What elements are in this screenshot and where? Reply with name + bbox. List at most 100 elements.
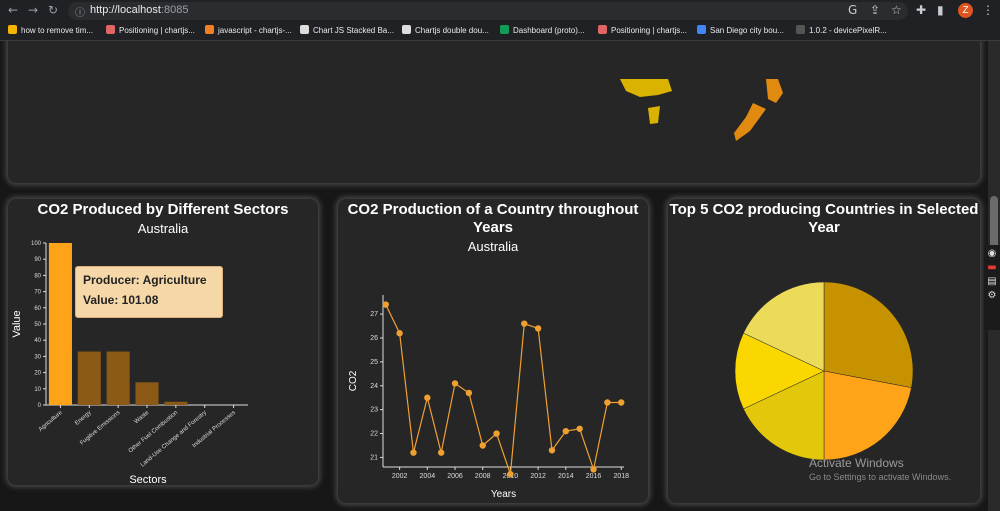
y-tick-label: 70 [34,290,41,296]
y-tick-label: 0 [38,403,42,409]
tooltip-value: Value: 101.08 [83,293,159,307]
bookmark-item[interactable]: Chart JS Stacked Ba... [300,25,394,35]
bookmark-item[interactable]: javascript - chartjs-... [205,25,292,35]
x-axis-title: Sectors [129,474,167,485]
browser-toolbar: ← → ↻ ⓘ http://localhost:8085 G ⇪ ☆ ✚ ▮ … [0,0,1000,22]
y-tick-label: 100 [31,241,42,247]
x-tick-label: Other Fuel Combustion [128,410,179,454]
map-region-australia [620,79,672,97]
y-tick-label: 24 [370,383,378,390]
x-tick-label: 2006 [447,473,463,480]
bookmark-label: Positioning | chartjs... [611,26,687,35]
data-point [507,470,514,478]
x-tick-label: Waste [134,410,151,426]
bookmark-favicon-icon [106,25,115,34]
bookmark-item[interactable]: 1.0.2 - devicePixelR... [796,25,887,35]
extensions-icon[interactable]: ✚ [916,3,927,17]
data-point [479,442,486,449]
y-tick-label: 21 [370,454,378,461]
bar [135,382,159,405]
data-point [548,447,556,454]
data-point [437,449,445,456]
info-icon[interactable]: ⓘ [75,8,85,19]
pie-slice [743,370,825,461]
reload-icon[interactable]: ↻ [48,3,59,17]
bookmark-item[interactable]: Positioning | chartjs... [106,25,195,35]
bookmark-label: javascript - chartjs-... [218,26,292,35]
camera-icon[interactable]: ◉ [987,248,997,259]
bookmarks-bar: how to remove tim... Positioning | chartj… [0,22,1000,41]
data-point [618,399,625,406]
data-point [424,394,431,401]
x-tick-label: 2008 [475,473,491,480]
x-tick-label: 2002 [392,473,408,480]
y-tick-label: 90 [34,257,41,263]
data-point [576,425,583,432]
data-point [396,330,403,337]
pie-slice [734,332,825,410]
map-svg [620,79,783,141]
bookmark-label: how to remove tim... [21,26,94,35]
data-point [562,427,570,435]
share-icon[interactable]: ⇪ [870,3,881,17]
bar [106,351,130,405]
bookmark-label: San Diego city bou... [710,26,784,35]
y-tick-label: 60 [34,306,41,312]
bookmark-star-icon[interactable]: ☆ [891,3,902,17]
google-icon[interactable]: G [848,3,858,17]
country-subtitle: Australia [467,239,519,254]
y-tick-label: 26 [370,335,378,342]
map-region-new-zealand-north [766,79,783,103]
data-point [451,380,459,387]
url-port: :8085 [160,4,189,16]
data-point [465,389,473,397]
bookmark-favicon-icon [500,25,509,34]
x-axis-title: Years [491,489,516,500]
data-point [590,466,597,473]
top5-title-line2: Year [808,219,840,236]
data-point [534,325,542,332]
bookmark-item[interactable]: San Diego city bou... [697,25,784,35]
data-point [604,399,611,406]
pie-slice [823,281,914,388]
gallery-icon[interactable]: ▤ [987,276,997,287]
top5-card: Top 5 CO2 producing Countries in Selecte… [668,199,980,503]
data-point [410,449,417,456]
series-line [385,304,622,475]
forward-arrow-icon[interactable]: → [28,3,39,17]
y-tick-label: 20 [34,371,41,377]
bookmark-item[interactable]: Dashboard (proto)... [500,25,585,35]
activate-windows-hint: Go to Settings to activate Windows. [809,472,952,482]
address-bar[interactable]: ⓘ http://localhost:8085 [68,2,908,20]
y-tick-label: 40 [34,338,41,344]
settings-gear-icon[interactable]: ⚙ [987,290,997,301]
sectors-card: CO2 Produced by Different Sectors Austra… [8,199,318,485]
sectors-subtitle: Australia [137,221,189,236]
x-tick-label: 2018 [613,473,629,480]
bookmark-favicon-icon [598,25,607,34]
bookmark-item[interactable]: how to remove tim... [8,25,93,35]
back-arrow-icon[interactable]: ← [8,3,19,17]
page-content: CO2 Produced by Different Sectors Austra… [0,41,1000,511]
x-tick-label: 2012 [530,473,546,480]
bookmark-item[interactable]: Chartjs double dou... [402,25,489,35]
bar [164,401,188,405]
bookmark-favicon-icon [300,25,309,34]
country-title-line1: CO2 Production of a Country throughout [347,201,639,218]
side-panel-icon[interactable]: ▮ [937,3,944,17]
profile-avatar[interactable]: Z [958,3,973,18]
bookmark-favicon-icon [8,25,17,34]
bookmark-item[interactable]: Positioning | chartjs... [598,25,687,35]
y-tick-label: 30 [34,354,41,360]
x-tick-label: Agriculture [38,410,64,433]
map-region-tasmania [648,106,660,124]
pie-slice [823,370,912,461]
menu-icon[interactable]: ⋮ [982,3,994,17]
bookmark-label: 1.0.2 - devicePixelR... [809,26,887,35]
bookmark-label: Positioning | chartjs... [119,26,195,35]
record-icon[interactable]: ▬ [987,262,997,273]
y-tick-label: 27 [370,311,378,318]
bookmark-favicon-icon [402,25,411,34]
y-tick-label: 25 [370,359,378,366]
